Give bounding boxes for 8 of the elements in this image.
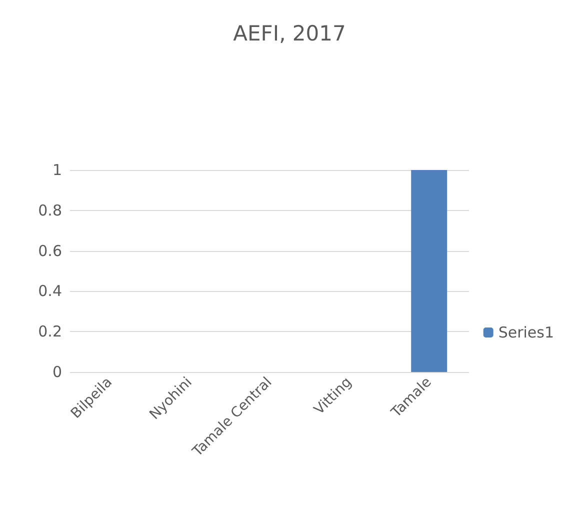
y-tick-label: 0.8	[38, 201, 62, 220]
y-tick-label: 0.4	[38, 282, 62, 300]
y-tick-label: 1	[52, 161, 62, 179]
y-tick-label: 0.2	[38, 322, 62, 341]
chart-title: AEFI, 2017	[233, 22, 346, 46]
legend-label: Series1	[498, 324, 554, 342]
y-tick-label: 0.6	[38, 242, 62, 260]
y-tick-label: 0	[52, 363, 62, 381]
